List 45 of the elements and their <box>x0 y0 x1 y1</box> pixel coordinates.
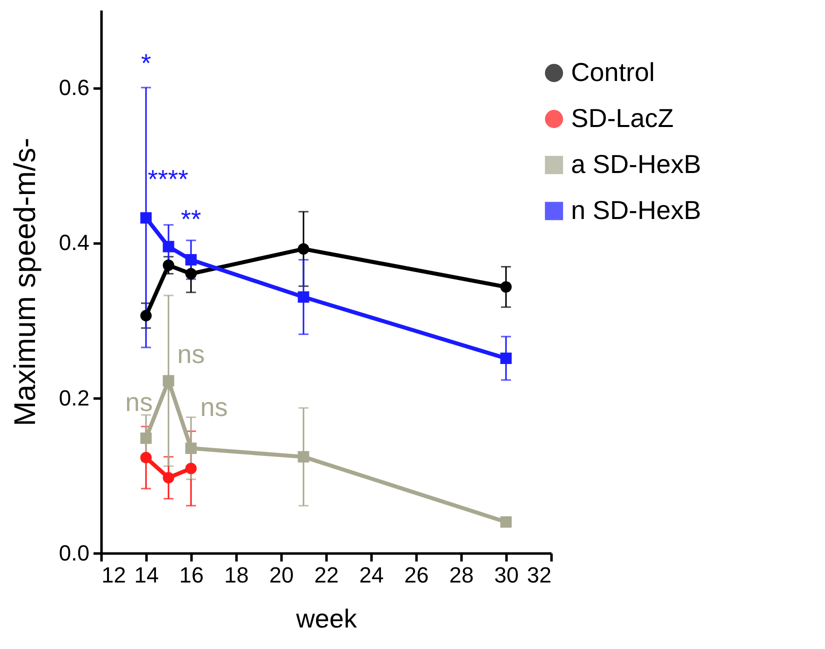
annotation: * <box>140 48 152 78</box>
legend-label: n SD-HexB <box>571 195 702 225</box>
annotation: ** <box>180 204 202 234</box>
point <box>500 352 512 364</box>
point <box>162 472 174 484</box>
y-tick-label: 0.2 <box>58 385 90 410</box>
point <box>500 516 512 528</box>
annotation: ns <box>200 392 228 422</box>
x-tick-label: 32 <box>527 562 552 588</box>
x-axis-title: week <box>295 604 358 634</box>
x-tick-label: 24 <box>359 562 384 588</box>
point <box>298 451 310 463</box>
y-tick-label: 0.6 <box>58 75 90 100</box>
y-tick-label: 0.4 <box>58 230 90 256</box>
x-tick-label: 16 <box>179 562 204 588</box>
point <box>500 281 512 293</box>
point <box>162 375 174 386</box>
legend-label: Control <box>571 57 655 87</box>
x-tick-label: 12 <box>102 562 126 588</box>
legend-label: a SD-HexB <box>571 149 702 179</box>
point <box>162 260 174 271</box>
point <box>185 442 197 454</box>
point <box>298 291 310 303</box>
x-tick-label: 30 <box>494 562 519 588</box>
point <box>185 462 197 474</box>
annotation: ns <box>177 339 205 369</box>
y-axis-title: Maximum speed-m/s- <box>8 138 42 426</box>
x-tick-label: 20 <box>269 562 294 588</box>
legend-label: SD-LacZ <box>571 103 674 133</box>
point <box>140 310 152 322</box>
x-tick-label: 26 <box>404 562 429 588</box>
point <box>185 254 197 266</box>
x-tick-label: 28 <box>449 562 474 588</box>
x-tick-label: 18 <box>224 562 249 588</box>
annotation: **** <box>148 164 188 194</box>
point <box>140 212 152 224</box>
x-tick-label: 14 <box>134 562 159 588</box>
point <box>140 432 152 444</box>
point <box>140 452 152 464</box>
y-tick-label: 0.0 <box>58 540 90 566</box>
point <box>185 268 197 280</box>
annotation: ns <box>125 387 153 417</box>
x-tick-label: 22 <box>314 562 339 588</box>
point <box>162 240 174 252</box>
point <box>298 243 310 255</box>
